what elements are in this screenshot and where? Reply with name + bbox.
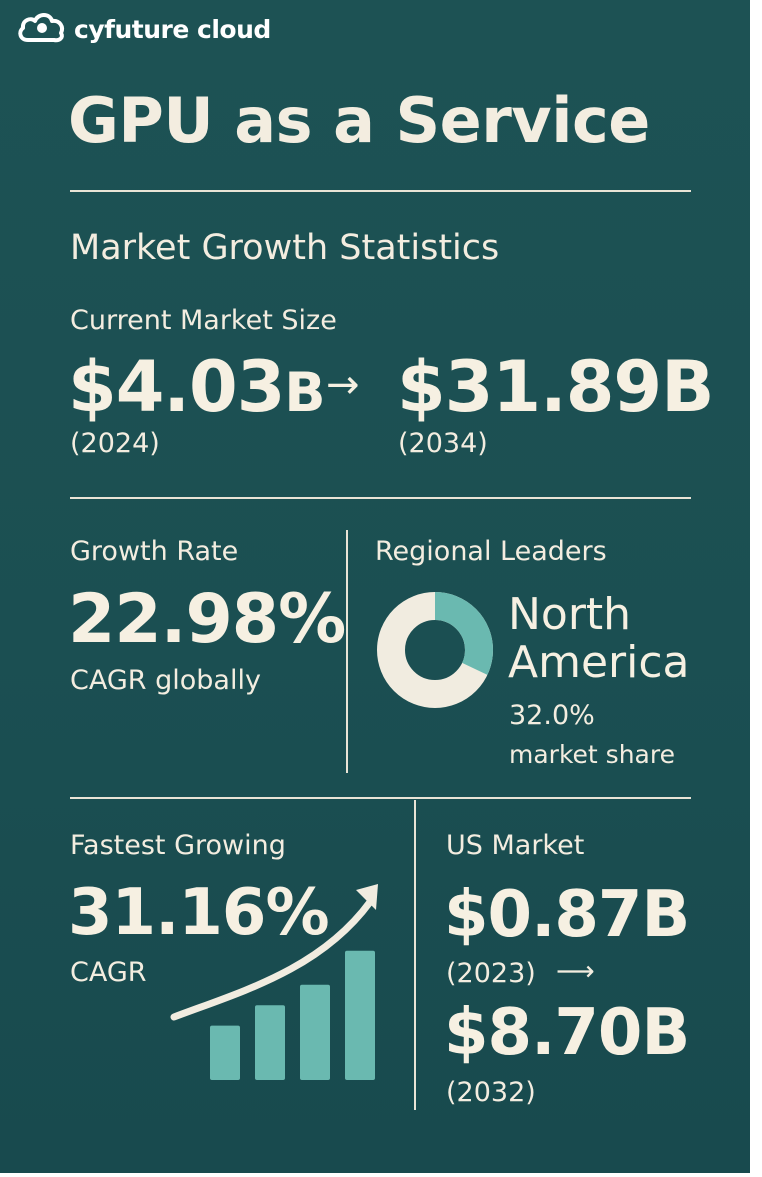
growth-bar: [255, 1005, 285, 1080]
divider-vertical: [346, 530, 348, 773]
fastest-caption: CAGR: [70, 957, 147, 988]
growth-bar: [345, 950, 375, 1080]
bottom-border: [0, 1173, 762, 1177]
page-title: GPU as a Service: [68, 84, 650, 157]
growth-bar: [300, 984, 330, 1080]
regional-region-line1: North: [508, 589, 632, 640]
trend-arrow-line: [170, 898, 374, 1021]
section-title: Market Growth Statistics: [70, 228, 500, 268]
us-market-to-year: (2032): [446, 1077, 536, 1108]
us-market-from-year: (2023): [446, 958, 536, 989]
regional-share-label: market share: [509, 740, 675, 769]
us-market-to-value: $8.70B: [444, 996, 690, 1070]
regional-share-value: 32.0%: [509, 700, 595, 731]
divider: [70, 497, 691, 499]
growth-rate-label: Growth Rate: [70, 536, 239, 567]
market-size-arrow: →: [326, 362, 360, 408]
donut-share-segment: [377, 592, 493, 708]
growth-rate-caption: CAGR globally: [70, 665, 261, 696]
regional-region-line2: America: [508, 637, 690, 688]
regional-region: North America: [508, 591, 690, 687]
market-size-from-value: $4.03: [68, 346, 285, 428]
trend-arrow-head: [356, 884, 378, 910]
regional-donut: [376, 591, 494, 713]
growth-bar: [210, 1025, 240, 1080]
us-market-from-value: $0.87B: [444, 878, 690, 952]
market-size-from: $4.03B: [68, 346, 326, 428]
divider: [70, 797, 691, 799]
fastest-value: 31.16%: [68, 876, 330, 950]
right-border: [750, 0, 762, 1177]
divider: [70, 190, 691, 192]
brand-name: cyfuture cloud: [74, 14, 271, 44]
growth-rate-value: 22.98%: [68, 580, 346, 659]
divider-vertical: [414, 800, 416, 1110]
growth-bars-graphic: [170, 880, 385, 1089]
market-size-to-year: (2034): [398, 428, 488, 459]
market-size-to-value: $31.89B: [397, 346, 714, 428]
us-market-arrow: ⟶: [556, 956, 595, 987]
market-size-from-year: (2024): [70, 428, 160, 459]
cloud-icon: [16, 10, 66, 48]
brand-logo[interactable]: cyfuture cloud: [16, 10, 271, 48]
fastest-label: Fastest Growing: [70, 830, 286, 861]
market-size-label: Current Market Size: [70, 305, 337, 336]
us-market-label: US Market: [446, 830, 585, 861]
regional-label: Regional Leaders: [375, 536, 607, 567]
market-size-from-unit: B: [284, 361, 325, 424]
